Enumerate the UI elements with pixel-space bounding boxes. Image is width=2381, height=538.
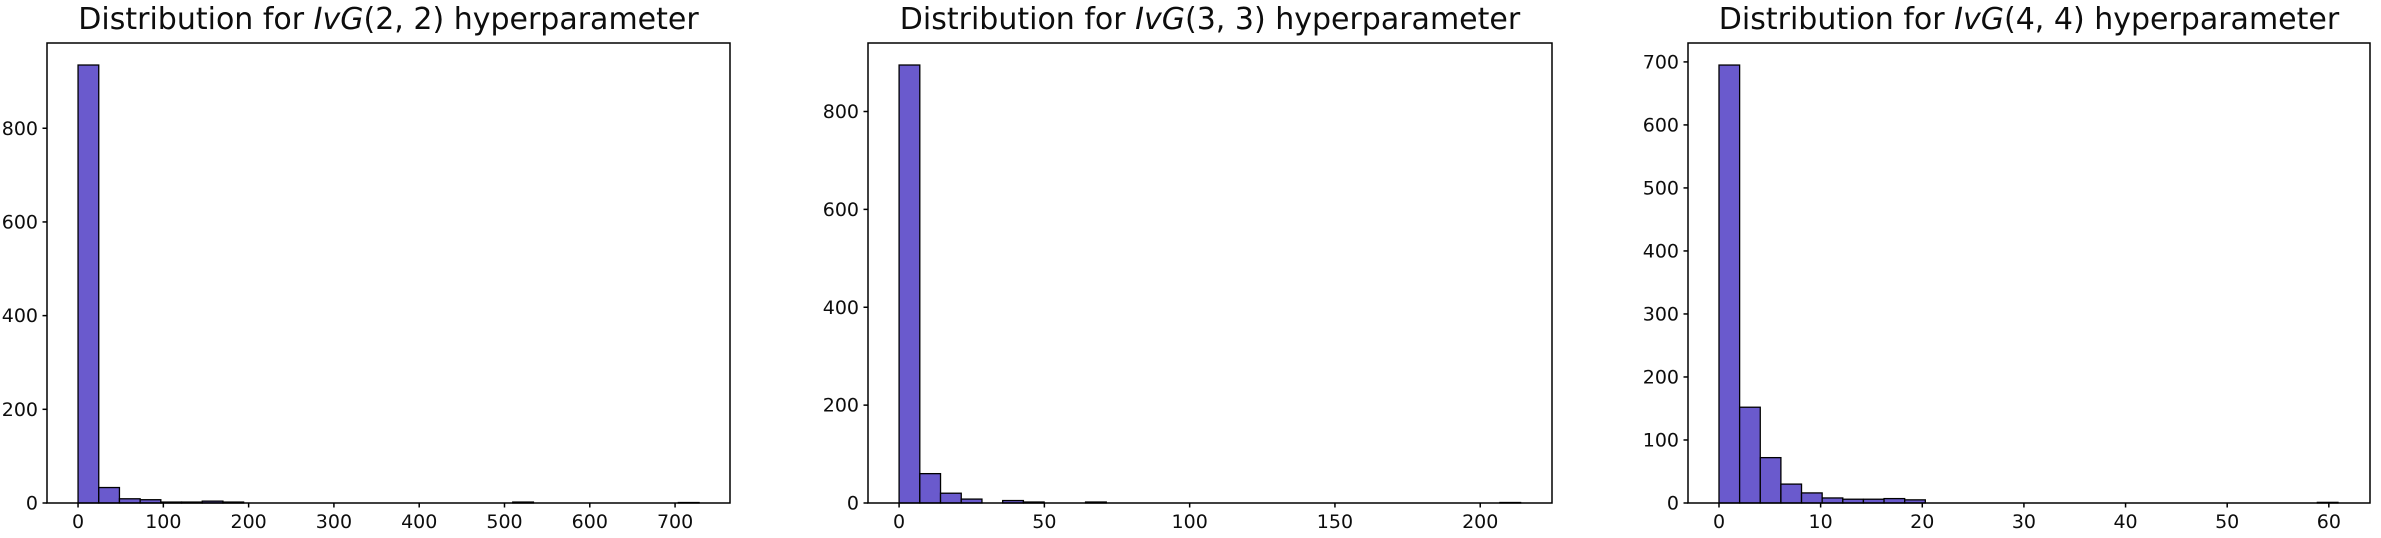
- histogram-bar: [898, 64, 921, 504]
- chart-title-ivg-2-2: Distribution for IvG(2, 2) hyperparamete…: [47, 4, 730, 38]
- x-tick-label: 20: [1910, 511, 1934, 533]
- x-tick-label: 0: [72, 511, 84, 533]
- title-text: hyperparameter: [1265, 2, 1521, 37]
- title-text: hyperparameter: [2084, 2, 2340, 37]
- title-text: Distribution for: [78, 2, 314, 37]
- y-tick-label: 800: [823, 101, 859, 123]
- plot-border: [46, 42, 731, 504]
- x-tick-label: 100: [145, 511, 181, 533]
- x-tick-label: 400: [401, 511, 437, 533]
- y-tick-label: 400: [1643, 240, 1679, 262]
- x-tick-label: 0: [893, 511, 905, 533]
- y-tick-label: 400: [2, 305, 38, 327]
- title-text: Distribution for: [899, 2, 1136, 37]
- histogram-bar: [1800, 492, 1823, 504]
- y-tick-label: 200: [2, 399, 38, 421]
- y-tick-label: 200: [823, 395, 859, 417]
- histogram-bar: [919, 472, 942, 504]
- title-math-ivg: IvG: [1135, 2, 1185, 37]
- x-tick-label: 500: [486, 511, 522, 533]
- histogram-bar: [1780, 483, 1803, 504]
- histogram-bar: [1738, 406, 1761, 504]
- y-tick-label: 800: [2, 118, 38, 140]
- histogram-bar: [77, 64, 100, 504]
- title-text: hyperparameter: [444, 2, 699, 37]
- x-tick-label: 50: [2215, 511, 2239, 533]
- x-tick-label: 50: [1032, 511, 1056, 533]
- x-tick-label: 300: [316, 511, 352, 533]
- x-tick-label: 600: [572, 511, 608, 533]
- x-tick-label: 150: [1317, 511, 1353, 533]
- x-tick-label: 700: [657, 511, 693, 533]
- x-tick-label: 40: [2113, 511, 2137, 533]
- histogram-bar: [1821, 497, 1844, 504]
- y-tick-label: 0: [847, 493, 859, 515]
- histogram-bar: [98, 486, 121, 504]
- y-tick-label: 0: [1667, 493, 1679, 515]
- x-tick-label: 0: [1713, 511, 1725, 533]
- title-math-ivg: IvG: [1954, 2, 2004, 37]
- histogram-plot-ivg-2-2: 0 100 200 300 400 500 600 700 0 200 400 600 800: [2, 42, 731, 533]
- x-tick-label: 30: [2012, 511, 2036, 533]
- y-tick-label: 0: [26, 493, 38, 515]
- x-tick-label: 100: [1172, 511, 1208, 533]
- title-math-ivg: IvG: [313, 2, 364, 37]
- plot-border: [1687, 42, 2371, 504]
- title-args: (3, 3): [1185, 2, 1266, 37]
- histogram-bar: [1718, 64, 1741, 504]
- x-tick-label: 10: [1809, 511, 1833, 533]
- y-tick-label: 500: [1643, 177, 1679, 199]
- y-tick-label: 300: [1643, 303, 1679, 325]
- title-args: (2, 2): [363, 2, 445, 37]
- y-tick-label: 100: [1643, 429, 1679, 451]
- y-tick-label: 400: [823, 297, 859, 319]
- x-tick-label: 200: [1462, 511, 1498, 533]
- y-tick-label: 700: [1643, 51, 1679, 73]
- chart-title-ivg-4-4: Distribution for IvG(4, 4) hyperparamete…: [1688, 4, 2370, 38]
- title-text: Distribution for: [1718, 2, 1955, 37]
- x-tick-label: 200: [230, 511, 266, 533]
- y-tick-label: 600: [823, 199, 859, 221]
- y-tick-label: 600: [1643, 114, 1679, 136]
- histogram-plot-ivg-3-3: 0 50 100 150 200 0 200 400 600 800: [823, 42, 1553, 533]
- x-tick-label: 60: [2317, 511, 2341, 533]
- histogram-bar: [939, 492, 962, 504]
- plot-border: [867, 42, 1553, 504]
- y-tick-label: 200: [1643, 366, 1679, 388]
- chart-title-ivg-3-3: Distribution for IvG(3, 3) hyperparamete…: [868, 4, 1552, 38]
- title-args: (4, 4): [2004, 2, 2085, 37]
- y-tick-label: 600: [2, 211, 38, 233]
- histogram-bar: [1759, 456, 1782, 504]
